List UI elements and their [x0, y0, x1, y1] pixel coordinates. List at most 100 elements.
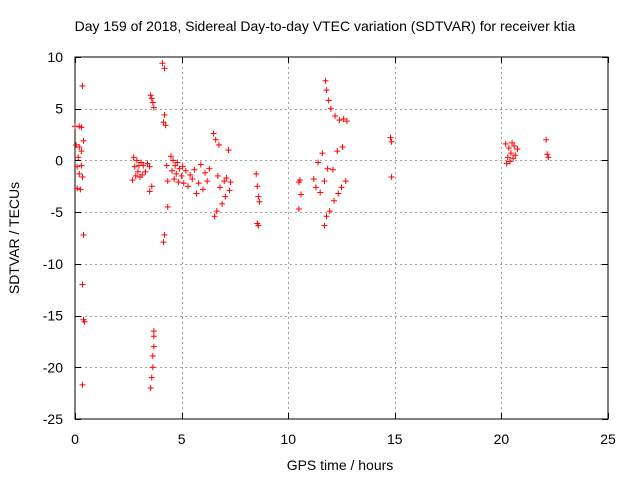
data-point [543, 136, 550, 143]
data-point [202, 169, 209, 176]
chart-title: Day 159 of 2018, Sidereal Day-to-day VTE… [75, 18, 576, 34]
data-point [335, 190, 342, 197]
data-point [213, 208, 220, 215]
data-point [146, 163, 153, 170]
y-tick-label: 10 [47, 49, 63, 65]
data-point [295, 206, 302, 213]
data-point [73, 141, 80, 148]
data-point [164, 178, 171, 185]
data-point [189, 176, 196, 183]
data-point [150, 104, 157, 111]
data-point [164, 203, 171, 210]
data-point [329, 166, 336, 173]
x-tick-label: 20 [494, 431, 510, 447]
data-point [184, 183, 191, 190]
data-point [193, 190, 200, 197]
data-point [323, 213, 330, 220]
data-point [310, 176, 317, 183]
data-point [74, 163, 81, 170]
data-point [195, 180, 202, 187]
data-point [175, 179, 182, 186]
data-point [75, 154, 82, 161]
data-point [505, 145, 512, 152]
data-point [343, 118, 350, 125]
data-point [226, 187, 233, 194]
y-tick-label: 5 [55, 101, 63, 117]
data-point [180, 180, 187, 187]
data-point [167, 153, 174, 160]
data-point [506, 158, 513, 165]
data-point [169, 167, 176, 174]
data-point [148, 183, 155, 190]
y-tick-label: -5 [51, 204, 64, 220]
x-tick-label: 15 [387, 431, 403, 447]
data-point [140, 162, 147, 169]
data-point [170, 157, 177, 164]
data-point [163, 162, 170, 169]
x-axis-label: GPS time / hours [287, 457, 394, 473]
data-point [296, 177, 303, 184]
data-point [514, 146, 521, 153]
data-point [210, 130, 217, 137]
data-point [149, 352, 156, 359]
data-point [134, 168, 141, 175]
data-point [148, 374, 155, 381]
data-point [132, 172, 139, 179]
data-point [212, 136, 219, 143]
data-point [79, 381, 86, 388]
data-point [172, 162, 179, 169]
data-point [150, 343, 157, 350]
data-point [160, 119, 167, 126]
data-point [173, 170, 180, 177]
data-point [510, 155, 517, 162]
data-point [133, 157, 140, 164]
data-point [146, 188, 153, 195]
y-tick-label: 0 [55, 152, 63, 168]
data-point [199, 186, 206, 193]
data-point [326, 208, 333, 215]
data-point [256, 198, 263, 205]
data-point [325, 97, 332, 104]
data-point [174, 159, 181, 166]
data-point [332, 112, 339, 119]
data-point [507, 150, 514, 157]
data-point [80, 137, 87, 144]
data-point [191, 166, 198, 173]
data-point [225, 147, 232, 154]
data-point [148, 95, 155, 102]
data-point [387, 134, 394, 141]
data-point [324, 165, 331, 172]
data-point [197, 161, 204, 168]
data-point [78, 162, 85, 169]
data-point [81, 318, 88, 325]
data-point [504, 154, 511, 161]
data-point [253, 170, 260, 177]
data-point [331, 197, 338, 204]
data-point [388, 173, 395, 180]
data-point [512, 152, 519, 159]
data-point [80, 231, 87, 238]
data-point [254, 183, 261, 190]
data-point [321, 178, 328, 185]
data-point [139, 171, 146, 178]
data-point [227, 179, 234, 186]
data-point [74, 185, 81, 192]
data-point [216, 184, 223, 191]
data-point [297, 191, 304, 198]
data-point [182, 167, 189, 174]
x-tick-label: 10 [280, 431, 296, 447]
data-point [211, 213, 218, 220]
data-point [129, 177, 136, 184]
data-point [215, 141, 222, 148]
data-point [323, 87, 330, 94]
data-point [161, 231, 168, 238]
x-tick-label: 0 [71, 431, 79, 447]
data-point [322, 77, 329, 84]
data-point [77, 186, 84, 193]
y-axis-label: SDTVAR / TECUs [6, 182, 22, 294]
data-point [149, 364, 156, 371]
data-point [150, 333, 157, 340]
data-point [255, 222, 262, 229]
data-point [312, 184, 319, 191]
data-point [76, 170, 83, 177]
